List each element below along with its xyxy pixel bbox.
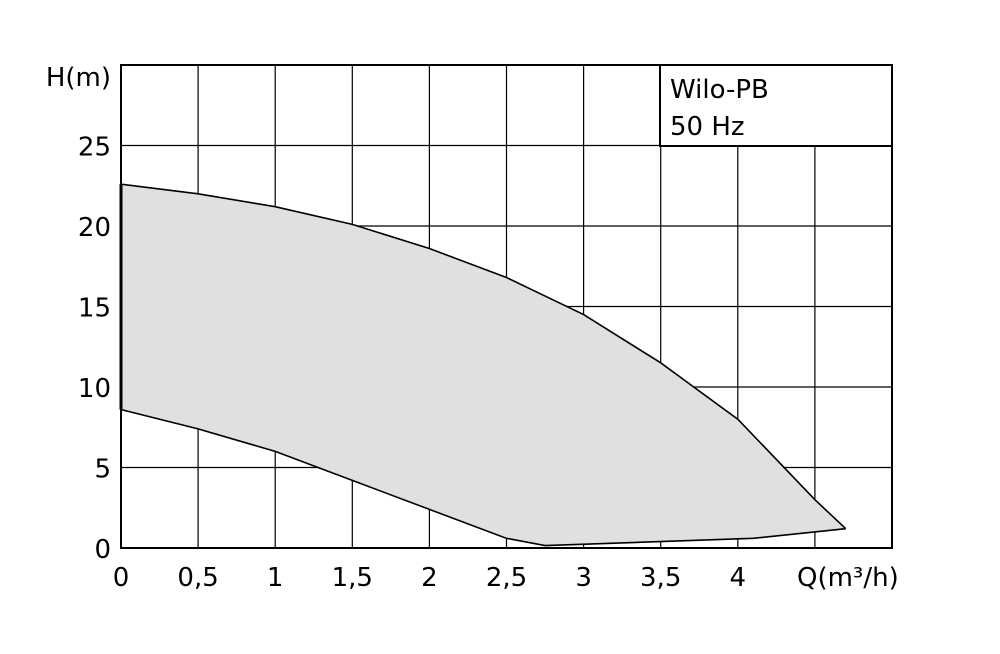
legend-rect [659, 64, 893, 147]
x-tick-label: 0 [113, 563, 130, 593]
y-tick-label: 15 [78, 294, 111, 324]
y-tick-label: 0 [94, 535, 111, 565]
x-tick-label: 1,5 [332, 563, 373, 593]
legend-model: Wilo-PB [670, 75, 769, 105]
min-curve [120, 408, 846, 547]
x-tick-label: 0,5 [177, 563, 218, 593]
y-tick-label: 25 [78, 133, 111, 163]
y-tick-label: 5 [94, 455, 111, 485]
x-tick-label: 4 [730, 563, 747, 593]
plot-border [120, 64, 893, 549]
operating-range [119, 183, 847, 547]
x-tick-label: 2 [421, 563, 438, 593]
legend-frequency: 50 Hz [670, 112, 745, 142]
legend-box: Wilo-PB 50 Hz [659, 64, 893, 147]
y-tick-label: 10 [78, 374, 111, 404]
x-tick-label: 2,5 [486, 563, 527, 593]
tick-labels: 0 0,5 1 1,5 2 2,5 3 3,5 4 0 5 10 15 20 25 [78, 133, 746, 594]
x-axis-label: Q(m³/h) [797, 563, 899, 593]
y-axis-label: H(m) [46, 63, 111, 93]
y-tick-label: 20 [78, 213, 111, 243]
operating-range-fill [121, 184, 846, 546]
plot-frame [120, 64, 893, 549]
max-curve [120, 183, 847, 530]
x-tick-label: 1 [267, 563, 284, 593]
x-tick-label: 3 [575, 563, 592, 593]
x-tick-label: 3,5 [640, 563, 681, 593]
